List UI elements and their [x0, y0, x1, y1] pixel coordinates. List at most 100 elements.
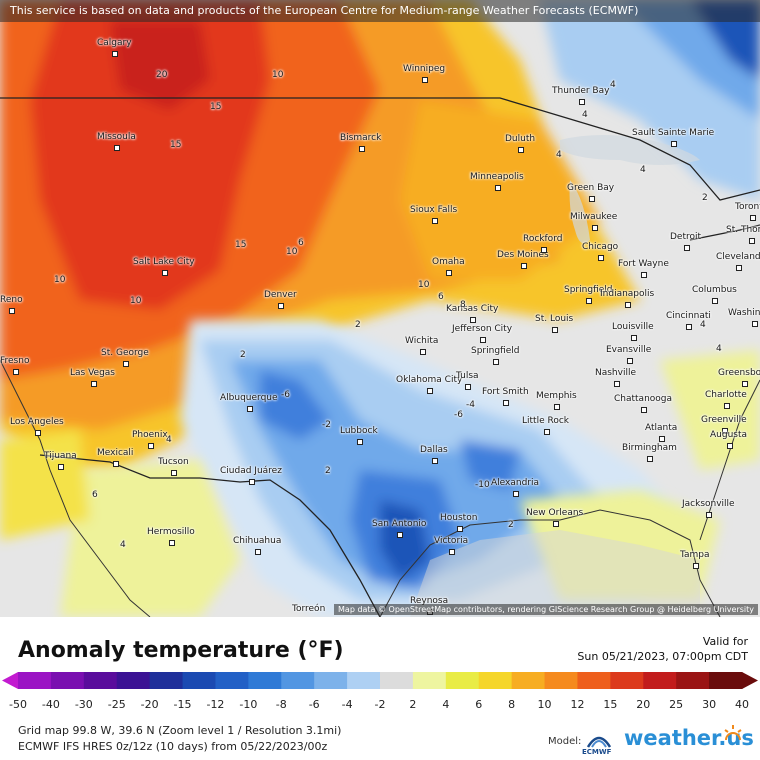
city-label: Bismarck — [340, 133, 382, 152]
city-label: Fort Smith — [482, 387, 529, 406]
city-label: Toronto — [735, 202, 760, 221]
city-label: Tampa — [680, 550, 710, 569]
legend-tick-label: 15 — [603, 698, 617, 711]
city-label: Jefferson City — [452, 324, 513, 343]
city-label: Greenville — [701, 415, 747, 434]
contour-value-label: 4 — [640, 165, 646, 175]
city-label: Springfield — [471, 346, 520, 365]
contour-value-label: 10 — [272, 70, 284, 80]
city-label: Phoenix — [132, 430, 168, 449]
legend-swatch — [577, 672, 611, 689]
city-label: Green Bay — [567, 183, 615, 202]
city-label: Alexandria — [491, 478, 540, 497]
city-label: Duluth — [505, 134, 536, 153]
city-label: Tijuana — [44, 451, 77, 470]
city-label: Augusta — [710, 430, 748, 449]
city-label: Lubbock — [340, 426, 378, 445]
contour-value-label: 4 — [120, 540, 126, 550]
contour-value-label: 8 — [460, 300, 466, 310]
city-label: Denver — [264, 290, 297, 309]
legend-swatch — [215, 672, 249, 689]
legend-swatch — [281, 672, 315, 689]
coastline — [0, 359, 760, 617]
legend-swatch — [478, 672, 513, 689]
legend-tick-label: -6 — [309, 698, 320, 711]
contour-value-label: 10 — [130, 296, 142, 306]
brand-logo[interactable]: weather.us — [624, 726, 754, 750]
city-label: Houston — [440, 513, 478, 532]
city-label: Dallas — [420, 445, 448, 464]
legend-tick-label: -4 — [342, 698, 353, 711]
city-label: Victoria — [434, 536, 469, 555]
city-label: Columbus — [692, 285, 737, 304]
ecmwf-banner: This service is based on data and produc… — [0, 0, 760, 22]
legend-tick-label: 30 — [702, 698, 716, 711]
cool-northeast-field — [540, 0, 760, 200]
valid-time: Sun 05/21/2023, 07:00pm CDT — [577, 650, 748, 663]
legend-swatch — [610, 672, 644, 689]
contour-value-label: 6 — [298, 238, 304, 248]
contour-value-label: 4 — [556, 150, 562, 160]
legend-tick-label: 25 — [669, 698, 683, 711]
legend-swatch — [50, 672, 85, 689]
contour-value-label: -10 — [475, 480, 490, 490]
city-label: Cleveland — [716, 252, 760, 271]
city-label: Missoula — [97, 132, 136, 151]
legend-swatch — [347, 672, 381, 689]
contour-value-label: 4 — [716, 344, 722, 354]
color-legend: -50 -40 -30 -25 -20 -15 -12 -10 -8 -6 -4 -2 2 4 6 8 10 12… — [2, 672, 758, 711]
contour-value-label: -6 — [281, 390, 290, 400]
contour-value-label: 10 — [418, 280, 430, 290]
city-label: Chihuahua — [233, 536, 282, 555]
city-label: Birmingham — [622, 443, 677, 462]
contour-value-label: 15 — [235, 240, 247, 250]
city-label: Nashville — [595, 368, 637, 387]
borders — [0, 97, 760, 617]
contour-value-label: 15 — [170, 140, 182, 150]
legend-swatch — [643, 672, 677, 689]
legend-swatch — [149, 672, 184, 689]
legend-tick-label: -40 — [42, 698, 60, 711]
contour-value-label: -2 — [322, 420, 331, 430]
legend-swatch — [116, 672, 151, 689]
city-label: Winnipeg — [403, 64, 446, 83]
city-label: Reno — [0, 295, 23, 314]
legend-tick-label: -25 — [108, 698, 126, 711]
water-bodies — [410, 135, 700, 617]
ecmwf-logo-text: ECMWF — [582, 748, 612, 756]
city-label: Chattanooga — [614, 394, 673, 413]
city-label: Milwaukee — [570, 212, 618, 231]
map-attribution: Map data © OpenStreetMap contributors, r… — [334, 604, 758, 615]
legend-tick-label: -2 — [375, 698, 386, 711]
temperature-anomaly-map[interactable]: This service is based on data and produc… — [0, 0, 760, 617]
city-label: Albuquerque — [220, 393, 278, 412]
city-label: St. Thomas — [726, 225, 760, 244]
contour-value-label: -6 — [454, 410, 463, 420]
city-label: Salt Lake City — [133, 257, 195, 276]
city-label: Ciudad Juárez — [220, 466, 282, 485]
city-label: Los Angeles — [10, 417, 64, 436]
city-label: Mexicali — [97, 448, 134, 467]
legend-tick-label: 20 — [636, 698, 650, 711]
city-label: Little Rock — [522, 416, 569, 435]
city-label: New Orleans — [526, 508, 584, 527]
city-label: Atlanta — [645, 423, 678, 442]
city-label: Wichita — [405, 336, 439, 355]
legend-swatch — [709, 672, 743, 689]
contour-value-label: 4 — [166, 435, 172, 445]
city-label: Des Moines — [497, 250, 549, 269]
grid-info: Grid map 99.8 W, 39.6 N (Zoom level 1 / … — [18, 724, 342, 737]
city-label: Fresno — [0, 356, 30, 375]
city-label: Torreón — [292, 604, 326, 614]
warm-anomaly-field — [0, 0, 640, 470]
legend-swatch — [248, 672, 282, 689]
legend-swatch — [676, 672, 710, 689]
city-label: Tulsa — [456, 371, 479, 390]
contour-value-label: 4 — [582, 110, 588, 120]
legend-tick-label: 10 — [538, 698, 552, 711]
legend-tick-label: 40 — [735, 698, 749, 711]
legend-tick-label: -50 — [9, 698, 27, 711]
legend-swatch — [83, 672, 118, 689]
contour-value-label: 2 — [240, 350, 246, 360]
city-label: Rockford — [523, 234, 563, 253]
